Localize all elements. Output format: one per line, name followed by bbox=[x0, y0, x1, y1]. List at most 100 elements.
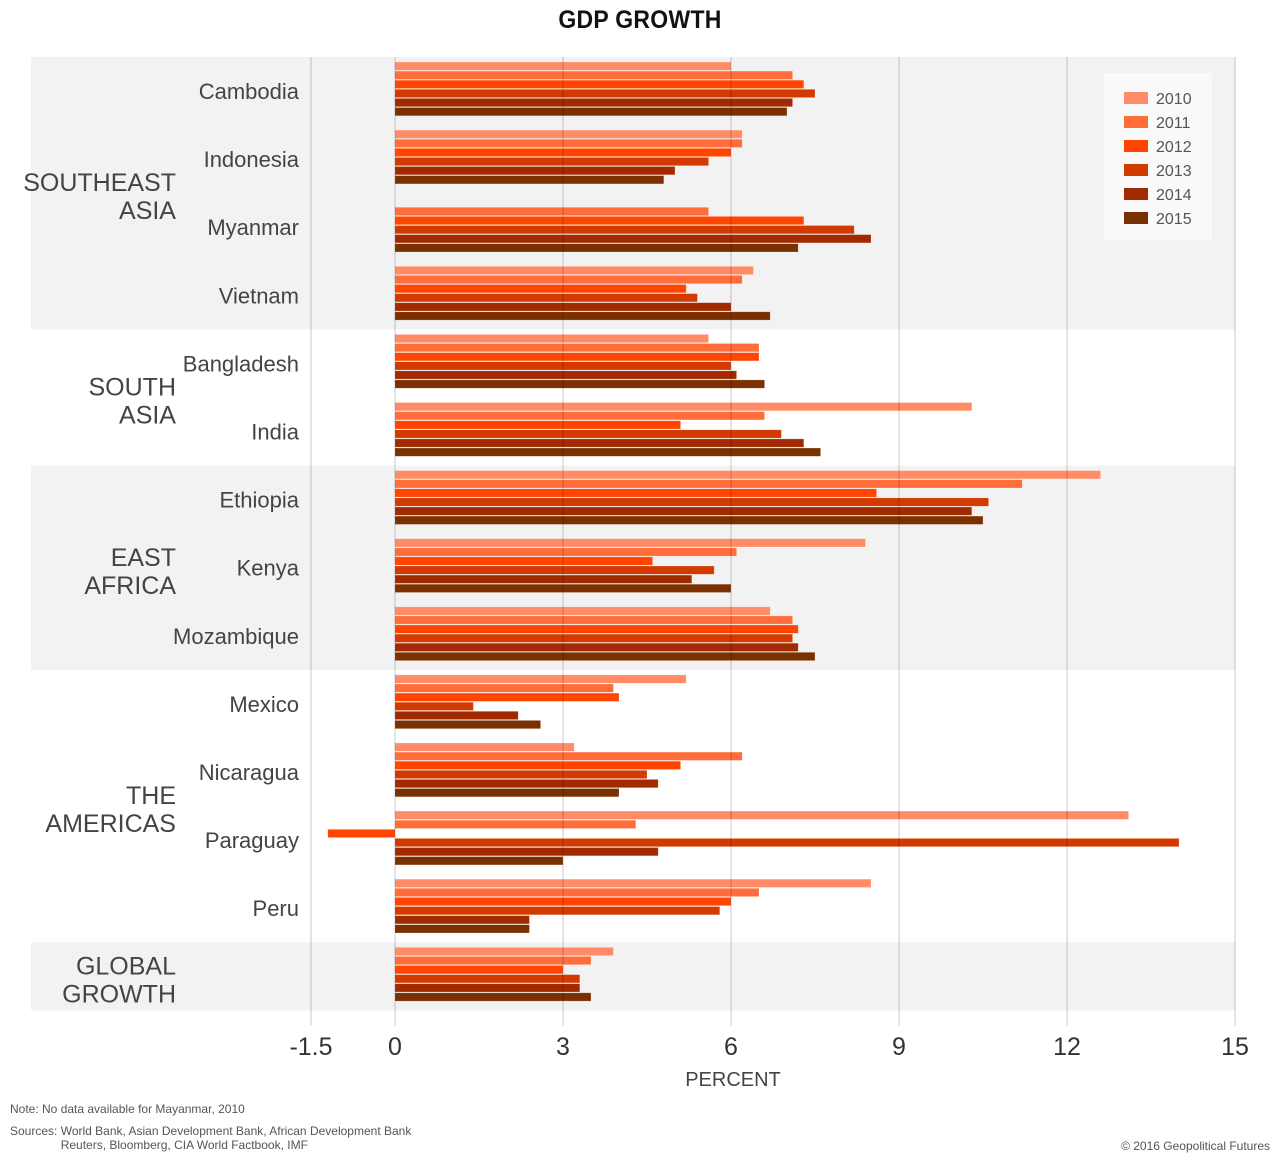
bar-peru-2010 bbox=[394, 878, 872, 888]
bar-nicaragua-2012 bbox=[394, 760, 681, 770]
country-label: Paraguay bbox=[205, 828, 299, 853]
bar-nicaragua-2013 bbox=[394, 769, 648, 779]
bar-kenya-2011 bbox=[394, 547, 737, 557]
note-text: Note: No data available for Mayanmar, 20… bbox=[10, 1102, 245, 1116]
legend-swatch bbox=[1124, 140, 1148, 152]
sources: Sources: World Bank, Asian Development B… bbox=[10, 1124, 411, 1152]
country-label: Indonesia bbox=[204, 147, 300, 172]
bar-bangladesh-2012 bbox=[394, 352, 760, 362]
bar-cambodia-2014 bbox=[394, 98, 793, 108]
legend: 2010 2011 2012 2013 2014 2015 bbox=[1104, 73, 1212, 240]
country-label: Myanmar bbox=[207, 215, 299, 240]
bar-indonesia-2014 bbox=[394, 166, 676, 176]
sources-line: World Bank, Asian Development Bank, Afri… bbox=[60, 1124, 412, 1138]
region-label-line: ASIA bbox=[119, 402, 176, 430]
legend-swatch bbox=[1124, 92, 1148, 104]
bar-nicaragua-2014 bbox=[394, 779, 659, 789]
bar-mexico-2014 bbox=[394, 710, 519, 720]
bar-nicaragua-2011 bbox=[394, 751, 743, 761]
bar-mozambique-2010 bbox=[394, 606, 771, 616]
country-label: Mozambique bbox=[173, 624, 299, 649]
x-tick-label: 12 bbox=[1053, 1033, 1081, 1061]
x-tick-label: 15 bbox=[1221, 1033, 1249, 1061]
bar-paraguay-2010 bbox=[394, 810, 1129, 820]
bar-mexico-2015 bbox=[394, 720, 541, 730]
bar-mozambique-2011 bbox=[394, 615, 793, 625]
legend-swatch bbox=[1124, 188, 1148, 200]
bar-myanmar-2013 bbox=[394, 225, 855, 235]
bar-mexico-2012 bbox=[394, 692, 620, 702]
bar-global-2010 bbox=[394, 946, 614, 956]
bar-mozambique-2015 bbox=[394, 651, 816, 661]
bar-vietnam-2015 bbox=[394, 311, 771, 321]
bar-mexico-2011 bbox=[394, 683, 614, 693]
footnotes: Note: No data available for Mayanmar, 20… bbox=[10, 1102, 411, 1152]
x-tick-label: 9 bbox=[892, 1033, 906, 1061]
bar-ethiopia-2011 bbox=[394, 479, 1023, 489]
bar-india-2010 bbox=[394, 402, 973, 412]
region-label: EAST AFRICA bbox=[84, 544, 176, 600]
gridlines bbox=[310, 57, 1236, 1026]
bar-bangladesh-2013 bbox=[394, 361, 732, 371]
region-label-line: SOUTHEAST bbox=[23, 169, 176, 197]
bar-paraguay-2011 bbox=[394, 819, 637, 829]
bar-paraguay-2012 bbox=[327, 828, 396, 838]
bars bbox=[327, 61, 1180, 1002]
region-label-line: SOUTH bbox=[89, 374, 177, 402]
bar-peru-2014 bbox=[394, 915, 530, 925]
bar-vietnam-2013 bbox=[394, 293, 698, 303]
country-label: Vietnam bbox=[219, 283, 299, 308]
region-label-line: EAST bbox=[111, 544, 176, 572]
country-label: Nicaragua bbox=[199, 760, 300, 785]
bar-india-2015 bbox=[394, 447, 821, 457]
x-tick-label: 3 bbox=[556, 1033, 570, 1061]
bar-myanmar-2014 bbox=[394, 234, 872, 244]
bar-ethiopia-2010 bbox=[394, 470, 1101, 480]
legend-label: 2011 bbox=[1156, 115, 1191, 132]
bar-nicaragua-2010 bbox=[394, 742, 575, 752]
legend-label: 2014 bbox=[1156, 187, 1192, 204]
bar-india-2012 bbox=[394, 420, 681, 430]
region-label-line: THE bbox=[126, 782, 176, 810]
region-bands bbox=[31, 57, 1235, 1011]
bar-bangladesh-2014 bbox=[394, 370, 737, 380]
bar-cambodia-2010 bbox=[394, 61, 732, 71]
x-axis-ticks: -1.5 0 3 6 9 12 15 bbox=[289, 1033, 1248, 1061]
bar-kenya-2010 bbox=[394, 538, 866, 548]
bar-india-2011 bbox=[394, 411, 765, 421]
bar-bangladesh-2011 bbox=[394, 343, 760, 353]
legend-label: 2012 bbox=[1156, 139, 1192, 156]
bar-kenya-2014 bbox=[394, 574, 693, 584]
category-labels: SOUTHEAST ASIACambodiaIndonesiaMyanmarVie… bbox=[23, 79, 300, 1008]
bar-india-2014 bbox=[394, 438, 805, 448]
region-label-line: ASIA bbox=[119, 197, 176, 225]
bar-kenya-2012 bbox=[394, 556, 653, 566]
bar-mozambique-2012 bbox=[394, 624, 799, 634]
region-label: THE AMERICAS bbox=[45, 782, 176, 838]
region-label: GLOBAL GROWTH bbox=[62, 952, 176, 1008]
bar-nicaragua-2015 bbox=[394, 788, 620, 798]
bar-global-2011 bbox=[394, 956, 592, 966]
bar-india-2013 bbox=[394, 429, 782, 439]
sources-list: World Bank, Asian Development Bank, Afri… bbox=[61, 1124, 412, 1152]
region-label-line: GROWTH bbox=[62, 980, 176, 1008]
bar-indonesia-2013 bbox=[394, 157, 709, 166]
region-label: SOUTH ASIA bbox=[89, 374, 177, 430]
bar-indonesia-2011 bbox=[394, 138, 743, 148]
bar-kenya-2013 bbox=[394, 565, 715, 575]
chart-title: GDP GROWTH bbox=[558, 6, 722, 34]
bar-global-2013 bbox=[394, 974, 581, 984]
region-label-line: AMERICAS bbox=[45, 810, 176, 838]
legend-box bbox=[1104, 73, 1212, 240]
bar-indonesia-2010 bbox=[394, 129, 743, 139]
region-band bbox=[31, 669, 1235, 943]
legend-swatch bbox=[1124, 116, 1148, 128]
bar-cambodia-2013 bbox=[394, 89, 816, 98]
bar-myanmar-2012 bbox=[394, 216, 805, 225]
bar-indonesia-2015 bbox=[394, 175, 665, 185]
region-label: SOUTHEAST ASIA bbox=[23, 169, 176, 225]
country-label: Cambodia bbox=[199, 79, 300, 104]
x-axis-title: PERCENT bbox=[685, 1069, 781, 1091]
country-label: Peru bbox=[253, 896, 299, 921]
